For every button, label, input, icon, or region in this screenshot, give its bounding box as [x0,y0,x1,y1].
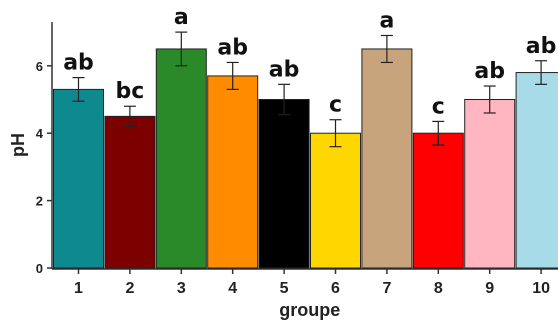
bar-5 [258,99,310,269]
x-tick-label: 6 [331,280,340,297]
bar-2 [104,115,156,269]
x-tick-label: 1 [74,280,83,297]
bar-9 [464,99,516,269]
bar-3 [155,48,207,269]
y-tick-label: 6 [36,59,43,74]
y-axis-title: pH [8,133,28,157]
bar-1 [53,88,104,269]
x-tick-label: 8 [434,280,443,297]
x-tick-label: 10 [532,280,550,297]
ticks-group: 0 2 4 6 1 2 3 4 5 6 7 8 9 10 [36,59,550,297]
y-tick-label: 0 [36,261,43,276]
significance-label-5: ab [269,57,300,82]
significance-label-2: bc [116,79,145,104]
y-tick-label: 4 [36,126,44,141]
x-tick-label: 2 [125,280,134,297]
y-tick-label: 2 [36,194,43,209]
significance-label-4: ab [217,35,248,60]
x-axis-title: groupe [279,300,340,320]
significance-label-1: ab [63,51,94,76]
axes-group [51,22,558,270]
significance-label-3: a [174,5,189,30]
x-tick-label: 5 [280,280,289,297]
significance-label-8: c [432,94,445,119]
x-tick-label: 3 [177,280,186,297]
error-bars-group [72,31,548,148]
x-tick-label: 4 [228,280,237,297]
bar-8 [412,132,464,269]
bar-7 [361,48,413,269]
bars-group [53,48,558,269]
x-tick-label: 9 [485,280,494,297]
significance-label-6: c [329,93,342,118]
x-tick-label: 7 [382,280,391,297]
significance-label-7: a [379,8,394,33]
bar-6 [310,132,361,269]
bar-4 [207,75,259,269]
significance-label-10: ab [526,34,557,59]
bar-10 [515,72,558,269]
significance-label-9: ab [474,59,505,84]
